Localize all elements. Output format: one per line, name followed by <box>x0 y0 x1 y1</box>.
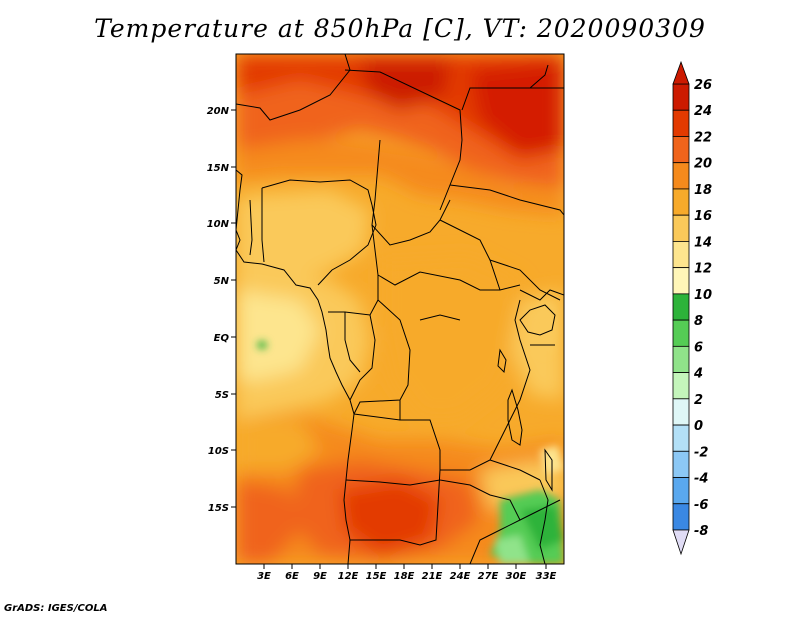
lat-tick-label: 10N <box>207 219 230 230</box>
colorbar-label: 4 <box>693 367 703 382</box>
temperature-field <box>236 54 564 564</box>
country-boundaries <box>236 54 564 564</box>
lon-tick-label: 9E <box>313 571 327 582</box>
lon-tick-label: 30E <box>506 571 527 582</box>
lat-tick-label: 15S <box>208 503 229 514</box>
colorbar-segment <box>672 319 690 347</box>
latitude-labels: 20N 15N 10N 5N EQ 5S 10S 15S <box>207 106 230 514</box>
lon-tick-label: 12E <box>338 571 359 582</box>
map-title: Temperature at 850hPa [C], VT: 202009030… <box>94 14 706 43</box>
colorbar-label: 2 <box>694 393 703 408</box>
colorbar-label: 20 <box>694 157 712 172</box>
colorbar-segment <box>672 424 690 452</box>
lon-tick-label: 33E <box>536 571 557 582</box>
colorbar-label: 24 <box>694 104 712 119</box>
colorbar-label: -6 <box>694 498 708 513</box>
lat-tick-label: 5S <box>215 390 229 401</box>
colorbar-segment <box>672 83 690 111</box>
colorbar-segment <box>672 162 690 190</box>
lat-tick-label: 5N <box>214 276 230 287</box>
lon-tick-label: 18E <box>394 571 415 582</box>
axis-ticks <box>231 109 547 569</box>
lon-tick-label: 21E <box>422 571 443 582</box>
map-frame <box>235 53 565 565</box>
colorbar-segment <box>672 372 690 400</box>
colorbar-segment <box>672 136 690 164</box>
colorbar-bottom-arrow <box>672 529 690 556</box>
colorbar-segment <box>672 267 690 295</box>
lon-tick-label: 15E <box>366 571 387 582</box>
lon-tick-label: 24E <box>450 571 471 582</box>
grads-credit: GrADS: IGES/COLA <box>4 603 108 614</box>
colorbar-segment <box>672 398 690 426</box>
colorbar-label: 26 <box>694 78 712 93</box>
colorbar-segment <box>672 109 690 137</box>
longitude-labels: 3E 6E 9E 12E 15E 18E 21E 24E 27E 30E 33E <box>257 571 556 582</box>
colorbar-label: 18 <box>694 183 712 198</box>
colorbar-label: -8 <box>694 524 708 539</box>
colorbar-segment <box>672 293 690 321</box>
colorbar-top-arrow <box>672 60 690 85</box>
colorbar-segment <box>672 188 690 216</box>
lat-tick-label: 15N <box>207 163 230 174</box>
lon-tick-label: 27E <box>478 571 499 582</box>
colorbar-label: 6 <box>694 340 703 355</box>
colorbar-label: 10 <box>694 288 712 303</box>
colorbar-label: 14 <box>694 235 712 250</box>
lon-tick-label: 3E <box>257 571 271 582</box>
lon-tick-label: 6E <box>285 571 299 582</box>
colorbar-label: -4 <box>694 472 708 487</box>
colorbar-segment <box>672 477 690 505</box>
colorbar-segment <box>672 503 690 531</box>
colorbar-segment <box>672 450 690 478</box>
colorbar-label: 0 <box>694 419 703 434</box>
lat-tick-label: 20N <box>207 106 230 117</box>
colorbar-segment <box>672 241 690 269</box>
colorbar-label: 12 <box>694 262 712 277</box>
colorbar-label: 16 <box>694 209 712 224</box>
colorbar-segment <box>672 345 690 373</box>
colorbar-label: 8 <box>694 314 703 329</box>
lat-tick-label: 10S <box>208 446 229 457</box>
colorbar-segment <box>672 214 690 242</box>
lat-tick-label: EQ <box>214 333 230 344</box>
colorbar-label: 22 <box>694 130 712 145</box>
colorbar-label: -2 <box>694 445 708 460</box>
